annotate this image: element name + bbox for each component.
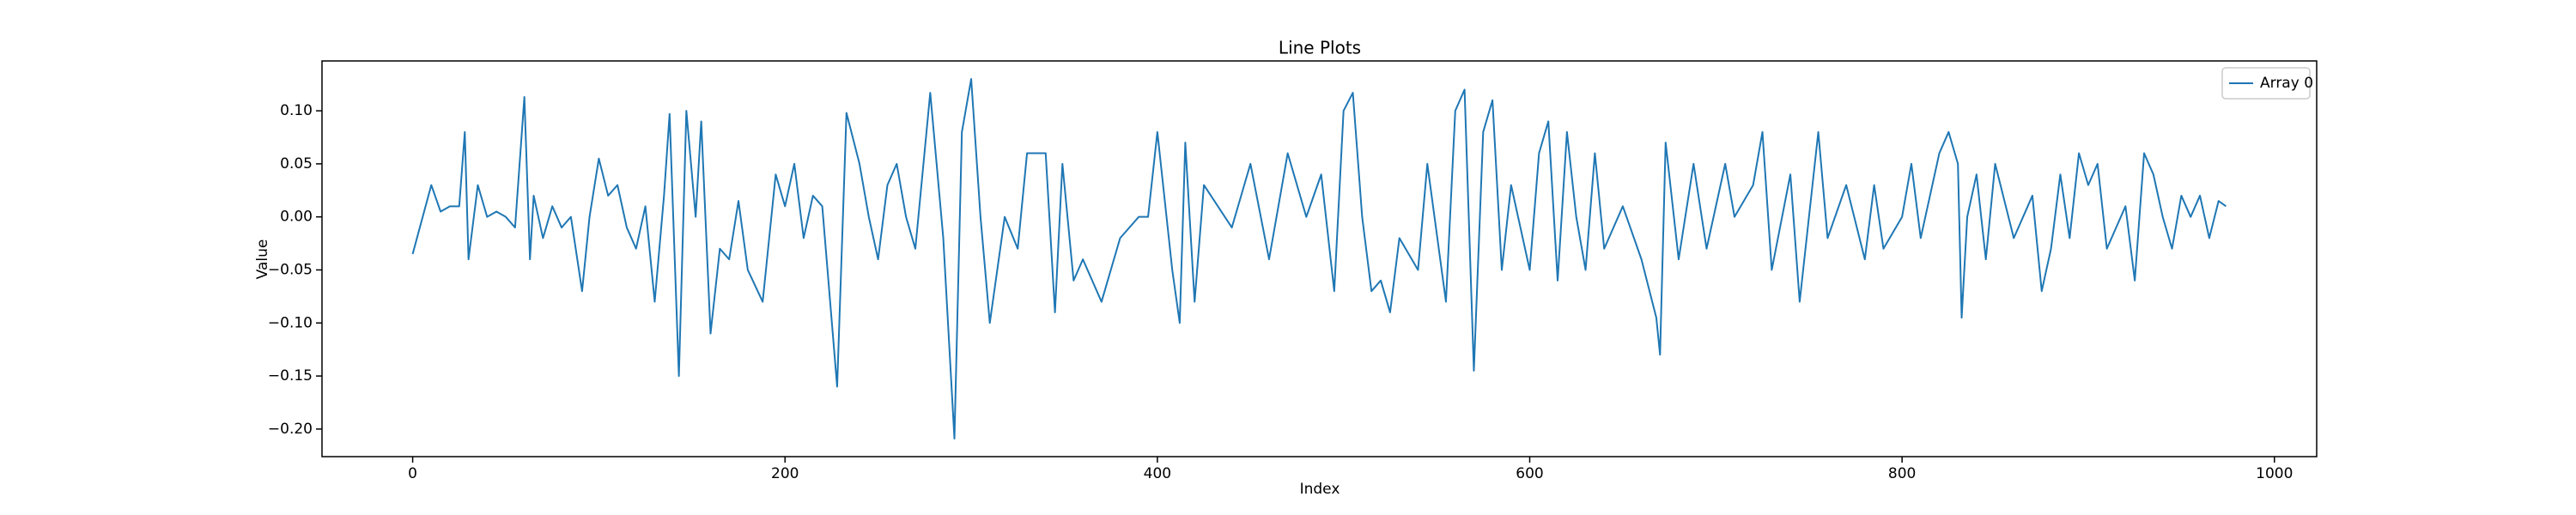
y-axis-label: Value (254, 239, 271, 280)
y-tick-label: −0.20 (268, 421, 313, 438)
axes-frame (321, 60, 2318, 457)
y-tick-label: −0.15 (268, 367, 313, 385)
chart-title: Line Plots (1279, 38, 1361, 58)
y-tick-label: 0.00 (280, 209, 313, 226)
x-tick-label: 600 (1516, 465, 1543, 482)
x-tick-label: 800 (1888, 465, 1916, 482)
data-line (411, 78, 2227, 439)
y-tick-label: 0.10 (280, 102, 313, 119)
x-tick-label: 200 (771, 465, 799, 482)
x-tick-label: 0 (408, 465, 417, 482)
x-tick-label: 400 (1144, 465, 1171, 482)
y-tick-label: −0.05 (268, 261, 313, 278)
y-tick-label: 0.05 (280, 155, 313, 173)
legend-box (2221, 67, 2311, 100)
x-tick-label: 1000 (2256, 465, 2293, 482)
x-axis-label: Index (1300, 481, 1340, 498)
legend-label: Array 0 (2260, 75, 2313, 92)
y-tick-label: −0.10 (268, 314, 313, 331)
